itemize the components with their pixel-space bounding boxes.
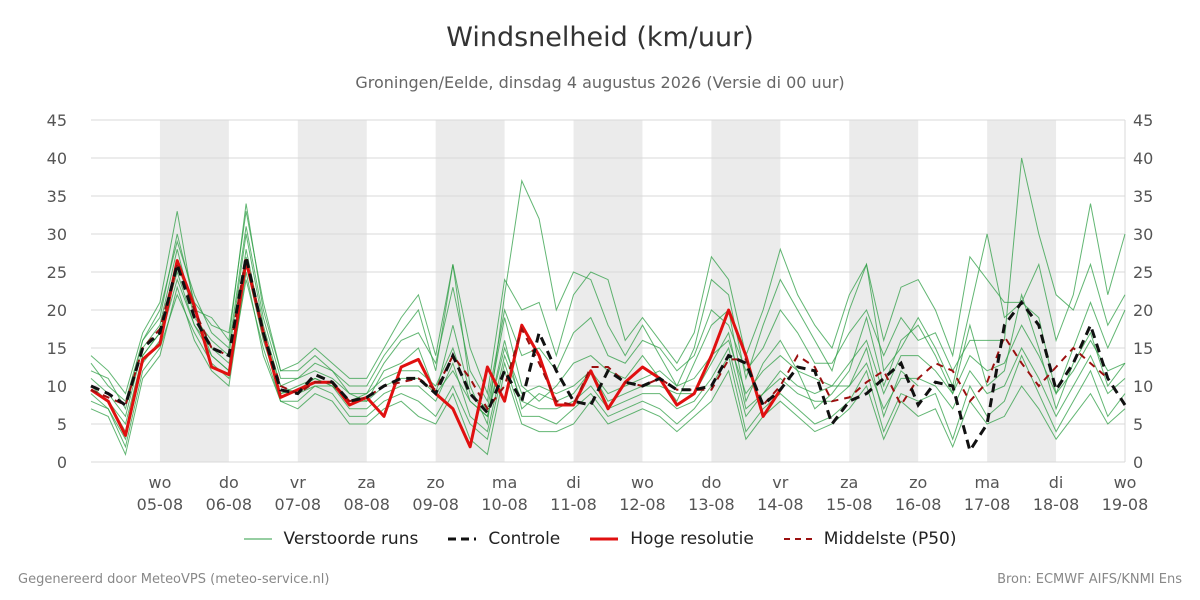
x-tick-date-18-08: 18-08 (1033, 495, 1080, 514)
y-tick-right-15: 15 (1133, 339, 1153, 358)
x-tick-dow-13-08: do (701, 473, 721, 492)
x-tick-dow-07-08: vr (290, 473, 306, 492)
weekend-shading (159, 120, 1057, 462)
y-tick-right-10: 10 (1133, 377, 1153, 396)
y-tick-left-45: 45 (47, 111, 67, 130)
shaded-band-1 (297, 120, 367, 462)
shaded-band-6 (987, 120, 1057, 462)
legend-swatch-control (448, 537, 477, 541)
series-lines (90, 157, 1127, 456)
y-tick-left-25: 25 (47, 263, 67, 282)
ensemble-run-line-2 (90, 279, 1126, 449)
legend-swatch-median (783, 538, 812, 540)
chart-subtitle: Groningen/Eelde, dinsdag 4 augustus 2026… (355, 73, 845, 92)
ensemble-run-line-7 (90, 203, 1126, 396)
y-tick-right-0: 0 (1133, 453, 1143, 472)
y-tick-left-40: 40 (47, 149, 67, 168)
legend-label-high-res: Hoge resolutie (630, 529, 754, 549)
axis-labels: 0 0 5 5 10 10 15 15 20 20 25 25 30 30 35 35 40 40 45 45 wo 05… (47, 111, 1154, 514)
ensemble-run-line-8 (90, 271, 1126, 456)
x-tick-date-14-08: 14-08 (757, 495, 804, 514)
x-tick-date-07-08: 07-08 (275, 495, 322, 514)
y-tick-right-40: 40 (1133, 149, 1153, 168)
legend-swatch-high-res (590, 537, 619, 541)
control-line (90, 256, 1127, 455)
x-tick-date-13-08: 13-08 (688, 495, 735, 514)
legend-item-control[interactable]: Controle (448, 529, 560, 549)
x-tick-dow-18-08: di (1049, 473, 1064, 492)
median-line (90, 256, 1109, 411)
legend-label-median: Middelste (P50) (823, 529, 957, 549)
legend: Verstoorde runs Controle Hoge resolutie … (0, 529, 1200, 549)
x-tick-date-08-08: 08-08 (343, 495, 390, 514)
ensemble-run-line-4 (90, 264, 1126, 426)
x-tick-dow-10-08: ma (492, 473, 517, 492)
legend-label-control: Controle (488, 529, 561, 549)
y-tick-left-10: 10 (47, 377, 67, 396)
x-tick-date-15-08: 15-08 (826, 495, 873, 514)
y-tick-left-20: 20 (47, 301, 67, 320)
y-tick-right-20: 20 (1133, 301, 1153, 320)
x-tick-dow-15-08: za (840, 473, 858, 492)
x-tick-dow-14-08: vr (772, 473, 788, 492)
x-tick-dow-05-08: wo (148, 473, 171, 492)
x-tick-dow-11-08: di (566, 473, 581, 492)
x-tick-date-19-08: 19-08 (1102, 495, 1149, 514)
x-tick-dow-12-08: wo (631, 473, 654, 492)
y-tick-right-25: 25 (1133, 263, 1153, 282)
y-tick-left-0: 0 (57, 453, 67, 472)
x-tick-date-09-08: 09-08 (412, 495, 459, 514)
y-tick-left-15: 15 (47, 339, 67, 358)
x-tick-date-05-08: 05-08 (137, 495, 184, 514)
y-tick-right-5: 5 (1133, 415, 1143, 434)
shaded-band-5 (849, 120, 919, 462)
legend-item-high-res[interactable]: Hoge resolutie (590, 529, 754, 549)
x-tick-dow-17-08: ma (974, 473, 999, 492)
legend-item-median[interactable]: Middelste (P50) (783, 529, 957, 549)
x-tick-dow-06-08: do (219, 473, 239, 492)
x-tick-date-12-08: 12-08 (619, 495, 666, 514)
x-tick-dow-19-08: wo (1114, 473, 1137, 492)
y-tick-right-35: 35 (1133, 187, 1153, 206)
footer-generator-credit: Gegenereerd door MeteoVPS (meteo-service… (18, 572, 330, 587)
y-tick-left-35: 35 (47, 187, 67, 206)
y-tick-right-30: 30 (1133, 225, 1153, 244)
x-tick-dow-09-08: zo (427, 473, 445, 492)
y-tick-left-30: 30 (47, 225, 67, 244)
legend-label-ensemble: Verstoorde runs (283, 529, 419, 549)
x-tick-dow-16-08: zo (909, 473, 927, 492)
y-tick-right-45: 45 (1133, 111, 1153, 130)
x-tick-date-10-08: 10-08 (481, 495, 528, 514)
x-tick-date-17-08: 17-08 (964, 495, 1011, 514)
y-tick-left-5: 5 (57, 415, 67, 434)
footer-source-credit: Bron: ECMWF AIFS/KNMI Ens (997, 572, 1182, 587)
chart-title: Windsnelheid (km/uur) (446, 22, 754, 53)
legend-item-ensemble[interactable]: Verstoorde runs (243, 529, 419, 549)
x-tick-date-11-08: 11-08 (550, 495, 597, 514)
x-tick-date-16-08: 16-08 (895, 495, 942, 514)
x-tick-date-06-08: 06-08 (206, 495, 253, 514)
x-tick-dow-08-08: za (358, 473, 376, 492)
legend-swatch-ensemble (243, 538, 272, 540)
